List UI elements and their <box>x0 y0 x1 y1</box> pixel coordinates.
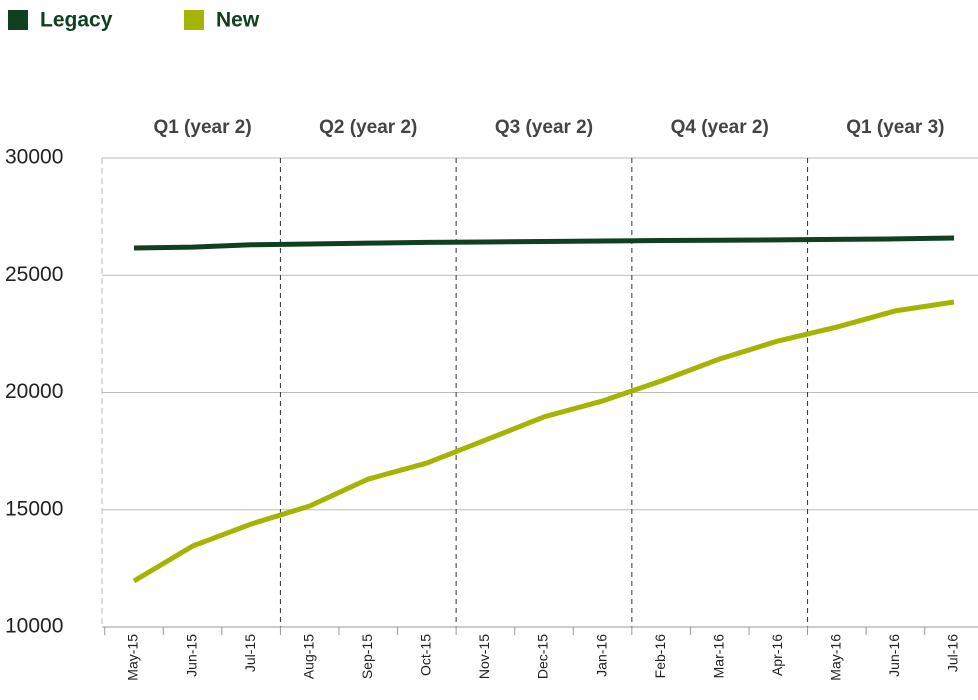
x-tick-label: Mar-16 <box>710 634 726 679</box>
x-tick-label: Feb-16 <box>652 634 668 679</box>
x-tick-label: Oct-15 <box>418 634 434 676</box>
x-tick-label: Nov-15 <box>476 634 492 679</box>
x-tick-label: Jun-16 <box>886 634 902 677</box>
y-tick-label: 30000 <box>5 146 63 169</box>
x-tick-label: May-15 <box>125 634 141 681</box>
period-label: Q3 (year 2) <box>495 117 593 138</box>
x-tick-label: Dec-15 <box>535 634 551 679</box>
legend-swatch <box>184 10 204 30</box>
x-tick-label: Aug-15 <box>300 634 316 679</box>
period-label: Q4 (year 2) <box>671 117 769 138</box>
y-tick-label: 25000 <box>5 263 63 286</box>
y-tick-label: 20000 <box>5 380 63 403</box>
line-new <box>132 299 955 584</box>
y-tick-label: 10000 <box>5 615 63 638</box>
x-tick-label: Jan-16 <box>593 634 609 677</box>
y-tick-label: 15000 <box>5 497 63 520</box>
period-label: Q2 (year 2) <box>319 117 417 138</box>
x-tick-label: Jun-15 <box>183 634 199 677</box>
x-tick-label: Jul-15 <box>242 634 258 672</box>
x-tick-label: Apr-16 <box>769 634 785 676</box>
x-tick-label: Jul-16 <box>945 634 961 672</box>
legend-swatch <box>8 10 28 30</box>
period-label: Q1 (year 3) <box>846 117 944 138</box>
period-label: Q1 (year 2) <box>153 117 251 138</box>
legend-label: Legacy <box>40 9 113 32</box>
x-tick-label: May-16 <box>828 634 844 681</box>
x-tick-label: Sep-15 <box>359 634 375 679</box>
line-legacy <box>133 235 955 251</box>
legend-label: New <box>216 9 260 32</box>
